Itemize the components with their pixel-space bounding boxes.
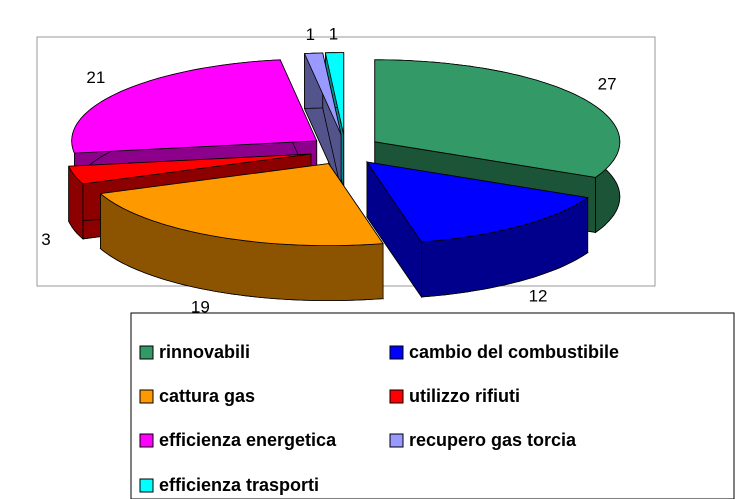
- data-label: 19: [191, 297, 210, 316]
- legend-label: cambio del combustibile: [409, 342, 619, 362]
- data-label: 3: [41, 230, 50, 249]
- slice-top: [99, 163, 384, 247]
- legend-label: rinnovabili: [159, 342, 250, 362]
- data-label: 27: [598, 74, 617, 93]
- slice-top: [71, 59, 318, 154]
- legend-frame: [130, 312, 735, 499]
- legend-swatch: [389, 389, 404, 404]
- legend-label: cattura gas: [159, 386, 255, 406]
- data-label: 21: [86, 68, 105, 87]
- legend-swatch: [139, 345, 154, 360]
- legend-swatch: [139, 389, 154, 404]
- slice-top: [303, 52, 342, 135]
- slice-top: [366, 161, 589, 243]
- slice-top: [324, 52, 345, 135]
- legend-swatch: [139, 433, 154, 448]
- legend-swatch: [139, 478, 154, 493]
- legend-label: utilizzo rifiuti: [409, 386, 520, 406]
- slice: [99, 162, 384, 302]
- legend-swatch: [389, 433, 404, 448]
- legend-swatch: [389, 345, 404, 360]
- legend-label: recupero gas torcia: [409, 430, 577, 450]
- data-label: 12: [529, 286, 548, 305]
- data-label: 1: [329, 24, 338, 43]
- slice-top: [68, 153, 312, 185]
- data-label: 1: [306, 25, 315, 44]
- slice-top: [374, 59, 621, 178]
- legend-label: efficienza trasporti: [159, 475, 319, 495]
- slice: [366, 160, 589, 299]
- legend-label: efficienza energetica: [159, 430, 337, 450]
